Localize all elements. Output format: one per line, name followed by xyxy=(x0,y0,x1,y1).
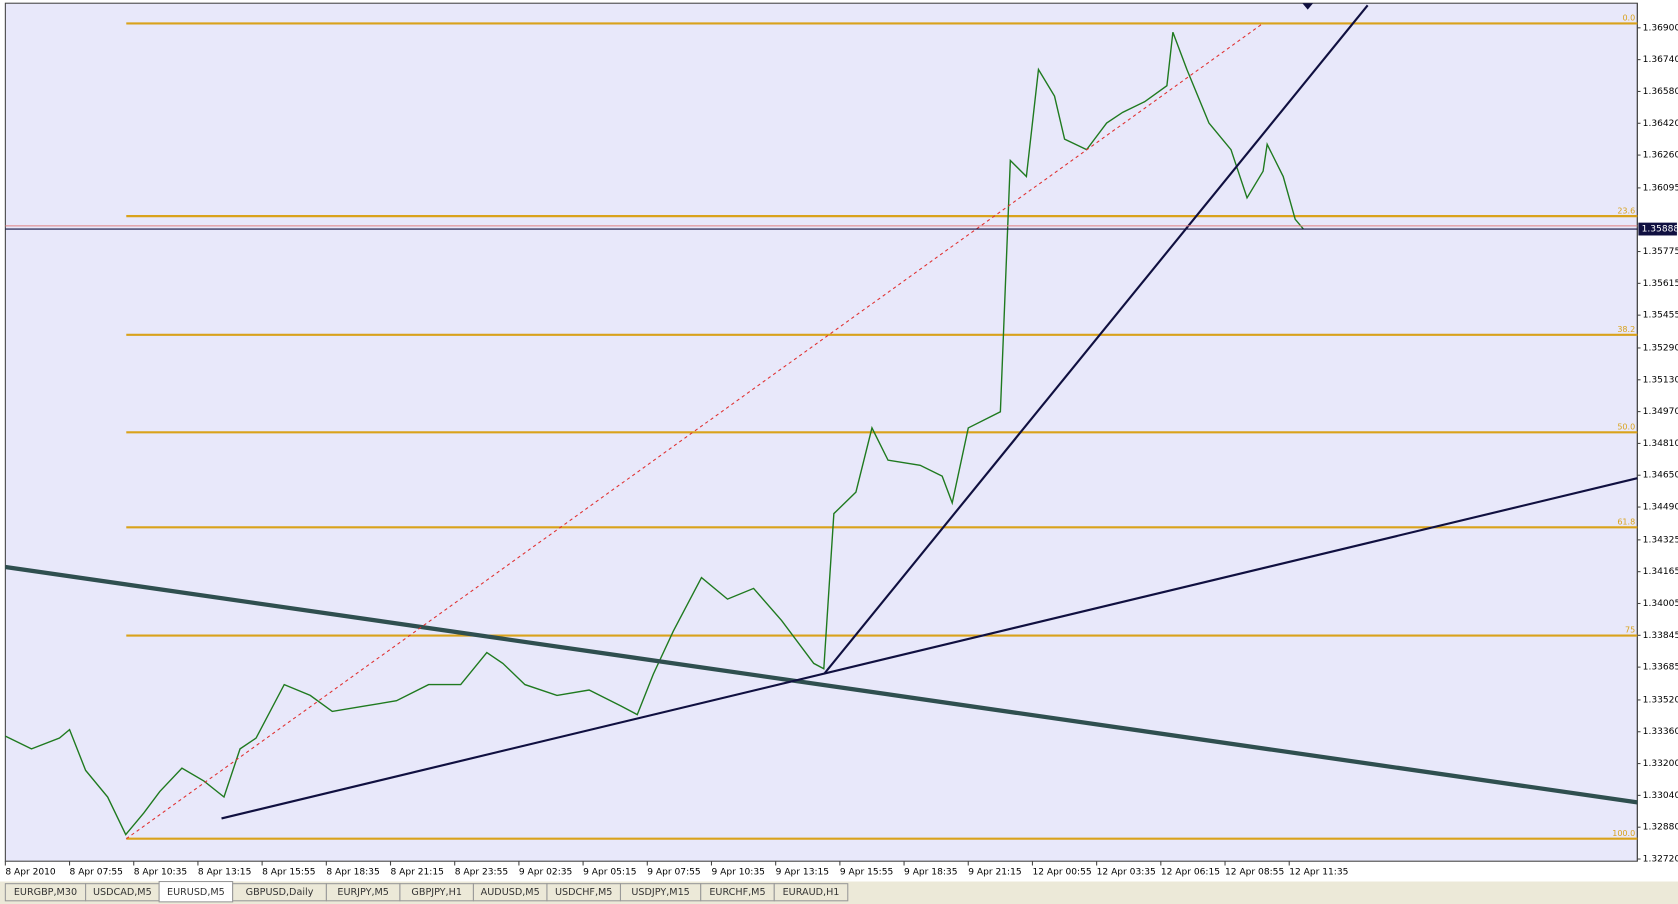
y-tick-label: 1.35130 xyxy=(1643,375,1678,385)
y-tick-label: 1.33845 xyxy=(1643,631,1678,641)
x-tick-label: 9 Apr 15:55 xyxy=(840,867,893,877)
y-tick-label: 1.36095 xyxy=(1643,183,1678,193)
y-tick-label: 1.32720 xyxy=(1643,855,1678,865)
y-tick-label: 1.34650 xyxy=(1643,471,1678,481)
price-line xyxy=(5,31,1304,836)
y-tick-label: 1.33040 xyxy=(1643,791,1678,801)
fib-label: 0.0 xyxy=(1622,14,1635,23)
y-tick-label: 1.34490 xyxy=(1643,503,1678,513)
y-tick-label: 1.36420 xyxy=(1643,119,1678,129)
current-price-box xyxy=(1638,222,1677,236)
x-tick-label: 12 Apr 00:55 xyxy=(1032,867,1091,877)
fib-label: 75 xyxy=(1625,626,1635,635)
y-tick-label: 1.36740 xyxy=(1643,55,1678,65)
fib-label: 61.8 xyxy=(1617,517,1635,526)
trend-line xyxy=(5,564,1638,805)
x-tick-label: 8 Apr 18:35 xyxy=(326,867,379,877)
x-tick-label: 8 Apr 2010 xyxy=(5,867,56,877)
tab-label[interactable]: EURCHF,M5 xyxy=(709,887,765,898)
x-tick-label: 8 Apr 10:35 xyxy=(134,867,187,877)
tab-label[interactable]: USDCAD,M5 xyxy=(93,887,152,898)
tab-label[interactable]: EURGBP,M30 xyxy=(14,887,77,898)
marker xyxy=(1302,3,1314,10)
tab-label[interactable]: USDJPY,M15 xyxy=(631,887,689,898)
trend-line xyxy=(823,4,1369,675)
y-tick-label: 1.33360 xyxy=(1643,727,1678,737)
y-tick-label: 1.34165 xyxy=(1643,567,1678,577)
x-tick-label: 9 Apr 05:15 xyxy=(583,867,636,877)
fib-baseline xyxy=(125,23,1264,840)
x-tick-label: 12 Apr 06:15 xyxy=(1161,867,1220,877)
y-tick-label: 1.33520 xyxy=(1643,695,1678,705)
x-tick-label: 9 Apr 18:35 xyxy=(904,867,957,877)
x-tick-label: 9 Apr 21:15 xyxy=(968,867,1021,877)
y-tick-label: 1.32880 xyxy=(1643,823,1678,833)
tab-label[interactable]: GBPUSD,Daily xyxy=(246,887,314,898)
fib-label: 38.2 xyxy=(1617,325,1635,334)
y-tick-label: 1.36580 xyxy=(1643,87,1678,97)
y-tick-label: 1.34970 xyxy=(1643,407,1678,417)
tab-label[interactable]: EURAUD,H1 xyxy=(783,887,840,898)
y-tick-label: 1.36900 xyxy=(1643,23,1678,33)
y-tick-label: 1.34810 xyxy=(1643,439,1678,449)
x-tick-label: 8 Apr 23:55 xyxy=(455,867,508,877)
tab[interactable] xyxy=(773,883,849,902)
y-tick-label: 1.35290 xyxy=(1643,343,1678,353)
fib-label: 50.0 xyxy=(1617,422,1635,431)
x-tick-label: 8 Apr 21:15 xyxy=(391,867,444,877)
trend-lines xyxy=(5,3,1638,840)
y-tick-label: 1.35615 xyxy=(1643,279,1678,289)
x-tick-label: 9 Apr 02:35 xyxy=(519,867,572,877)
tab-label[interactable]: USDCHF,M5 xyxy=(555,887,612,898)
fib-label: 100.0 xyxy=(1612,829,1635,838)
x-tick-label: 9 Apr 10:35 xyxy=(711,867,764,877)
tab-label[interactable]: EURUSD,M5 xyxy=(167,887,225,898)
x-tick-label: 12 Apr 11:35 xyxy=(1289,867,1348,877)
x-tick-label: 8 Apr 07:55 xyxy=(70,867,123,877)
y-tick-label: 1.34325 xyxy=(1643,535,1678,545)
y-tick-label: 1.35775 xyxy=(1643,247,1678,257)
tab-label[interactable]: GBPJPY,H1 xyxy=(411,887,462,898)
fib-label: 23.6 xyxy=(1617,206,1635,215)
tab-label[interactable]: AUDUSD,M5 xyxy=(481,887,540,898)
tab-label[interactable]: EURJPY,M5 xyxy=(337,887,389,898)
x-tick-label: 9 Apr 13:15 xyxy=(776,867,829,877)
y-tick-label: 1.33200 xyxy=(1643,759,1678,769)
y-tick-label: 1.33685 xyxy=(1643,663,1678,673)
current-price-label: 1.35888 xyxy=(1642,225,1678,235)
y-tick-label: 1.34005 xyxy=(1643,599,1678,609)
x-tick-label: 8 Apr 15:55 xyxy=(262,867,315,877)
y-tick-label: 1.36260 xyxy=(1643,151,1678,161)
x-tick-label: 8 Apr 13:15 xyxy=(198,867,251,877)
x-tick-label: 12 Apr 08:55 xyxy=(1225,867,1284,877)
x-tick-label: 9 Apr 07:55 xyxy=(647,867,700,877)
x-tick-label: 12 Apr 03:35 xyxy=(1097,867,1156,877)
trend-line xyxy=(221,477,1638,820)
y-tick-label: 1.35455 xyxy=(1643,311,1678,321)
